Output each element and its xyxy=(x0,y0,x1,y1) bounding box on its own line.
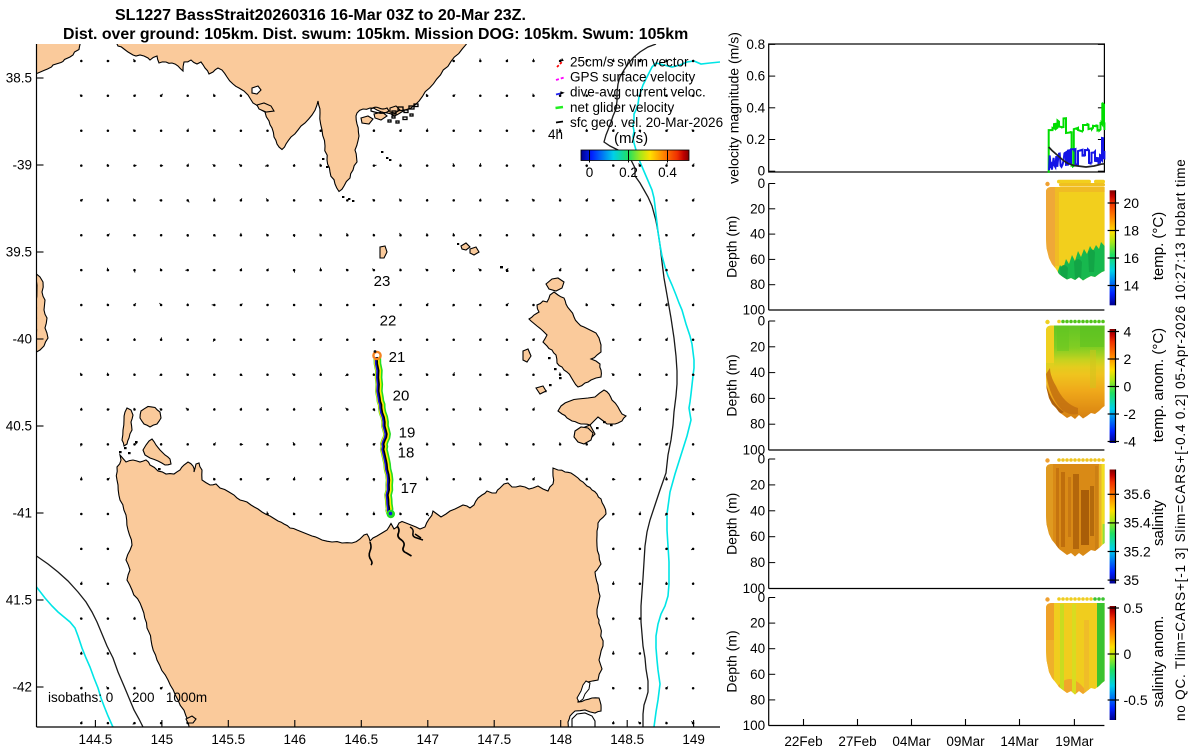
svg-text:-4: -4 xyxy=(1124,433,1137,449)
svg-text:100: 100 xyxy=(743,581,766,596)
svg-text:0.8: 0.8 xyxy=(746,37,765,52)
svg-text:0: 0 xyxy=(758,590,766,605)
svg-text:0.2: 0.2 xyxy=(619,165,638,180)
svg-text:80: 80 xyxy=(750,692,765,707)
svg-text:SL1227 BassStrait20260316 16-M: SL1227 BassStrait20260316 16-Mar 03Z to … xyxy=(115,7,526,24)
svg-text:35.4: 35.4 xyxy=(1124,515,1151,531)
svg-text:-40: -40 xyxy=(12,332,32,347)
svg-text:80: 80 xyxy=(750,555,765,570)
svg-text:temp. anom. (°C): temp. anom. (°C) xyxy=(1150,328,1167,442)
svg-text:144.5: 144.5 xyxy=(79,732,113,747)
svg-text:0: 0 xyxy=(758,164,766,179)
svg-text:100: 100 xyxy=(743,303,766,318)
svg-text:35: 35 xyxy=(1124,572,1140,588)
svg-text:145.5: 145.5 xyxy=(211,732,245,747)
svg-text:39.5: 39.5 xyxy=(6,245,32,260)
svg-text:GPS surface velocity: GPS surface velocity xyxy=(570,70,696,85)
svg-text:dive-avg current veloc.: dive-avg current veloc. xyxy=(570,85,706,100)
svg-text:27Feb: 27Feb xyxy=(838,734,876,749)
svg-text:40: 40 xyxy=(750,365,765,380)
svg-text:23: 23 xyxy=(374,273,391,290)
svg-text:20: 20 xyxy=(750,201,765,216)
svg-text:147.5: 147.5 xyxy=(477,732,511,747)
svg-text:40.5: 40.5 xyxy=(6,419,32,434)
svg-text:60: 60 xyxy=(750,529,765,544)
svg-text:-0.5: -0.5 xyxy=(1124,692,1148,708)
svg-text:17: 17 xyxy=(401,480,418,497)
svg-text:38.5: 38.5 xyxy=(6,71,32,86)
svg-text:Depth (m): Depth (m) xyxy=(724,493,740,555)
svg-text:60: 60 xyxy=(750,252,765,267)
svg-text:40: 40 xyxy=(750,641,765,656)
svg-text:Dist. over ground: 105km. Dist: Dist. over ground: 105km. Dist. swum: 10… xyxy=(63,26,688,43)
svg-text:09Mar: 09Mar xyxy=(946,734,985,749)
svg-text:Depth (m): Depth (m) xyxy=(724,630,740,692)
svg-text:149: 149 xyxy=(682,732,705,747)
svg-text:145: 145 xyxy=(151,732,174,747)
svg-text:04Mar: 04Mar xyxy=(892,734,931,749)
svg-text:-39: -39 xyxy=(12,158,32,173)
svg-text:Depth (m): Depth (m) xyxy=(724,354,740,416)
svg-text:0: 0 xyxy=(1124,378,1132,394)
svg-text:0.4: 0.4 xyxy=(658,165,677,180)
svg-text:20: 20 xyxy=(393,388,410,405)
svg-text:146: 146 xyxy=(284,732,307,747)
svg-text:41.5: 41.5 xyxy=(6,593,32,608)
svg-text:0: 0 xyxy=(1124,646,1132,662)
svg-text:0: 0 xyxy=(586,165,594,180)
svg-text:148.5: 148.5 xyxy=(610,732,644,747)
svg-text:21: 21 xyxy=(389,349,406,366)
svg-text:salinity: salinity xyxy=(1150,500,1167,546)
svg-text:60: 60 xyxy=(750,391,765,406)
svg-text:22: 22 xyxy=(380,313,397,330)
svg-text:sfc geo. vel. 20-Mar-2026: sfc geo. vel. 20-Mar-2026 xyxy=(570,115,723,130)
svg-text:40: 40 xyxy=(750,503,765,518)
svg-text:146.5: 146.5 xyxy=(344,732,378,747)
svg-text:0: 0 xyxy=(758,452,766,467)
svg-text:0.4: 0.4 xyxy=(746,100,765,115)
svg-text:35.2: 35.2 xyxy=(1124,543,1151,559)
svg-text:14Mar: 14Mar xyxy=(1000,734,1039,749)
svg-text:20: 20 xyxy=(750,339,765,354)
svg-text:19: 19 xyxy=(399,425,416,442)
svg-text:0.2: 0.2 xyxy=(746,132,765,147)
svg-text:19Mar: 19Mar xyxy=(1055,734,1094,749)
svg-text:velocity magnitude (m/s): velocity magnitude (m/s) xyxy=(726,32,742,184)
svg-text:80: 80 xyxy=(750,277,765,292)
svg-text:-2: -2 xyxy=(1124,406,1137,422)
svg-text:(m/s): (m/s) xyxy=(614,130,648,147)
svg-text:20: 20 xyxy=(750,477,765,492)
svg-text:18: 18 xyxy=(398,445,415,462)
svg-text:net glider velocity: net glider velocity xyxy=(570,100,675,115)
svg-text:no QC. Tlim=CARS+[-1 3] Slim=C: no QC. Tlim=CARS+[-1 3] Slim=CARS+[-0.4 … xyxy=(1173,158,1188,721)
svg-text:147: 147 xyxy=(417,732,440,747)
svg-text:148: 148 xyxy=(549,732,572,747)
svg-text:60: 60 xyxy=(750,667,765,682)
svg-text:4h: 4h xyxy=(548,127,563,142)
svg-text:4: 4 xyxy=(1124,323,1132,339)
svg-text:20: 20 xyxy=(1124,195,1140,211)
svg-text:temp. (°C): temp. (°C) xyxy=(1150,212,1167,281)
svg-text:0.6: 0.6 xyxy=(746,69,765,84)
svg-text:salinity anom.: salinity anom. xyxy=(1150,616,1167,708)
svg-text:0: 0 xyxy=(758,314,766,329)
svg-text:isobaths: 0 200 1000m: isobaths: 0 200 1000m xyxy=(48,690,207,705)
svg-text:0: 0 xyxy=(758,176,766,191)
svg-text:-42: -42 xyxy=(12,680,32,695)
svg-text:25cm/s swim vector: 25cm/s swim vector xyxy=(570,55,689,70)
svg-text:22Feb: 22Feb xyxy=(784,734,822,749)
svg-text:80: 80 xyxy=(750,417,765,432)
svg-text:18: 18 xyxy=(1124,222,1140,238)
svg-text:40: 40 xyxy=(750,227,765,242)
svg-text:Depth (m): Depth (m) xyxy=(724,216,740,278)
svg-text:35.6: 35.6 xyxy=(1124,486,1151,502)
svg-text:100: 100 xyxy=(743,718,766,733)
svg-text:100: 100 xyxy=(743,443,766,458)
svg-text:-41: -41 xyxy=(12,506,32,521)
svg-text:16: 16 xyxy=(1124,250,1140,266)
svg-text:20: 20 xyxy=(750,616,765,631)
svg-text:0.5: 0.5 xyxy=(1124,600,1144,616)
svg-text:14: 14 xyxy=(1124,277,1140,293)
svg-text:2: 2 xyxy=(1124,351,1132,367)
